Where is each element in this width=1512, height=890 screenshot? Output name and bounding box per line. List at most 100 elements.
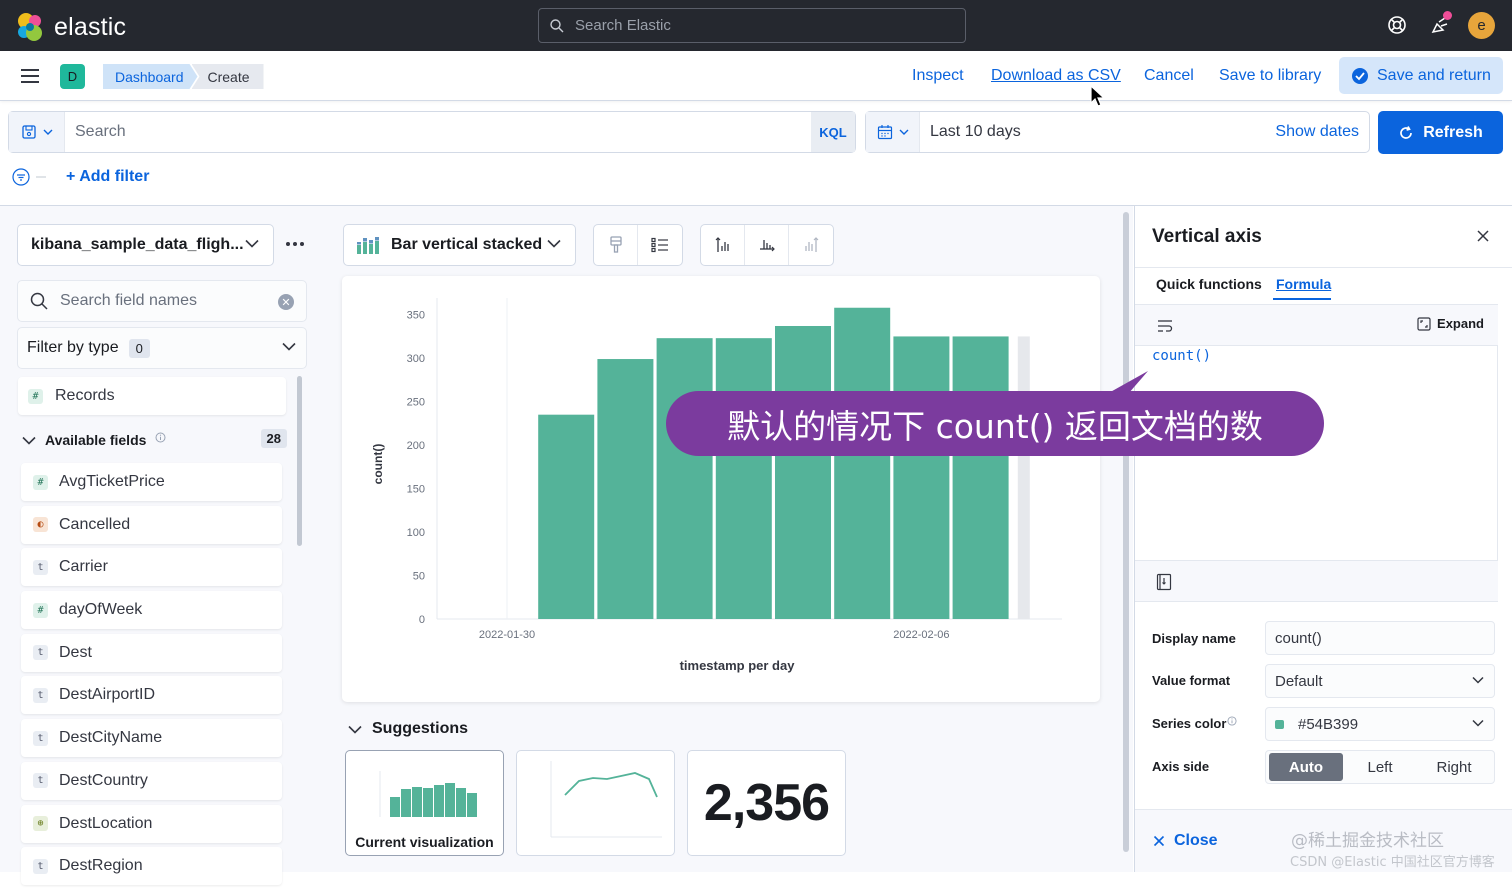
download-csv-link[interactable]: Download as CSV — [991, 67, 1121, 84]
tab-quick-functions[interactable]: Quick functions — [1156, 276, 1262, 292]
bottom-axis-button[interactable] — [745, 225, 789, 265]
field-item-destcountry[interactable]: t DestCountry — [21, 761, 282, 800]
field-item-dest[interactable]: t Dest — [21, 633, 282, 672]
x-tick-label: 2022-01-30 — [479, 629, 535, 641]
space-avatar[interactable]: D — [60, 64, 85, 89]
menu-icon[interactable] — [20, 68, 40, 84]
field-item-records[interactable]: # Records — [18, 377, 286, 415]
help-icon[interactable] — [1386, 14, 1408, 36]
scrollbar[interactable] — [297, 376, 302, 546]
user-avatar[interactable]: e — [1468, 12, 1495, 39]
scrollbar[interactable] — [1123, 212, 1129, 852]
bar[interactable] — [656, 338, 713, 619]
field-item-destcityname[interactable]: t DestCityName — [21, 719, 282, 758]
query-language-button[interactable]: KQL — [811, 112, 855, 152]
bar[interactable] — [775, 325, 831, 619]
right-axis-icon — [805, 237, 819, 252]
chevron-down-icon — [1472, 676, 1484, 684]
series-color-label-text: Series color — [1152, 716, 1227, 731]
elastic-logo[interactable]: elastic — [14, 11, 126, 43]
clear-icon[interactable]: ✕ — [278, 294, 294, 310]
saved-query-button[interactable] — [9, 112, 65, 152]
save-to-library-link[interactable]: Save to library — [1219, 67, 1322, 84]
field-item-avgticketprice[interactable]: # AvgTicketPrice — [21, 463, 282, 501]
bottom-axis-icon — [759, 240, 775, 252]
field-name: DestAirportID — [59, 686, 156, 704]
field-item-destregion[interactable]: t DestRegion — [21, 847, 282, 886]
field-item-cancelled[interactable]: ◐ Cancelled — [21, 505, 282, 544]
x-tick-label: 2022-02-06 — [893, 629, 949, 641]
add-filter-button[interactable]: + Add filter — [66, 168, 150, 185]
string-type-icon: t — [33, 858, 48, 874]
formula-editor-footer — [1135, 560, 1498, 602]
chart-type-select[interactable]: Bar vertical stacked — [343, 224, 576, 266]
left-axis-button[interactable] — [701, 225, 745, 265]
field-search-input[interactable] — [60, 292, 260, 310]
close-label: Close — [1174, 832, 1218, 849]
value-format-select[interactable]: Default — [1265, 664, 1495, 698]
filter-menu-icon[interactable] — [12, 168, 30, 186]
display-name-input[interactable]: count() — [1265, 621, 1495, 655]
query-search-input[interactable] — [65, 112, 811, 152]
axis-side-toggle: Auto Left Right — [1265, 750, 1495, 784]
refresh-button[interactable]: Refresh — [1378, 111, 1503, 154]
quick-date-menu-button[interactable] — [866, 112, 920, 152]
bar[interactable] — [952, 336, 1009, 619]
close-button[interactable]: Close — [1153, 832, 1218, 850]
y-tick-label: 250 — [407, 397, 425, 409]
bar-chart[interactable]: 0 50 100 150 200 250 300 350 2022-01-30 2022-02-… — [342, 276, 1100, 702]
axis-side-left[interactable]: Left — [1367, 758, 1393, 776]
global-search[interactable] — [538, 8, 966, 43]
y-tick-label: 200 — [407, 440, 425, 452]
field-item-dayofweek[interactable]: # dayOfWeek — [21, 591, 282, 630]
filter-by-type-button[interactable]: Filter by type 0 — [17, 327, 307, 369]
field-item-destlocation[interactable]: ⊕ DestLocation — [21, 804, 282, 843]
bar[interactable] — [715, 338, 772, 619]
available-fields-toggle[interactable]: Available fields 28 — [22, 428, 287, 452]
suggestions-toggle[interactable]: Suggestions — [348, 720, 468, 738]
date-range-label[interactable]: Last 10 days — [930, 123, 1021, 140]
bar[interactable] — [597, 359, 654, 619]
axis-side-auto[interactable]: Auto — [1269, 753, 1343, 781]
visual-options-button[interactable] — [594, 225, 638, 265]
info-icon[interactable] — [155, 432, 166, 443]
x-axis-ticks: 2022-01-30 2022-02-06 — [479, 629, 950, 641]
series-color-picker[interactable]: #54B399 — [1265, 707, 1495, 741]
cancel-link[interactable]: Cancel — [1144, 67, 1194, 84]
legend-options-button[interactable] — [638, 225, 682, 265]
bar[interactable] — [1017, 336, 1030, 619]
formula-code[interactable]: count() — [1152, 348, 1212, 364]
breadcrumb-dashboard[interactable]: Dashboard — [103, 64, 198, 89]
geo-type-icon: ⊕ — [33, 816, 48, 831]
close-icon — [1153, 835, 1165, 847]
suggestion-line[interactable] — [516, 750, 675, 856]
chevron-down-icon — [547, 239, 561, 248]
axis-side-right[interactable]: Right — [1436, 758, 1472, 776]
field-item-carrier[interactable]: t Carrier — [21, 548, 282, 587]
show-dates-link[interactable]: Show dates — [1275, 123, 1359, 140]
notification-dot — [1443, 11, 1452, 20]
word-wrap-icon[interactable] — [1157, 319, 1173, 333]
refresh-icon — [1400, 125, 1413, 139]
bar[interactable] — [834, 307, 891, 619]
global-search-input[interactable] — [575, 17, 955, 34]
info-icon[interactable] — [1227, 716, 1237, 726]
documentation-icon[interactable] — [1156, 573, 1172, 591]
suggestion-current-label: Current visualization — [355, 834, 494, 850]
y-tick-label: 50 — [413, 571, 425, 583]
right-axis-button[interactable] — [789, 225, 833, 265]
bar[interactable] — [538, 414, 595, 619]
save-and-return-button[interactable]: Save and return — [1339, 57, 1503, 94]
more-options-icon[interactable] — [285, 241, 305, 247]
suggestion-metric[interactable]: 2,356 — [687, 750, 846, 856]
inspect-link[interactable]: Inspect — [912, 67, 964, 84]
bar[interactable] — [893, 336, 950, 619]
close-icon[interactable] — [1476, 229, 1490, 243]
suggestion-current[interactable]: Current visualization — [345, 750, 504, 856]
data-view-select[interactable]: kibana_sample_data_fligh... — [17, 224, 274, 266]
tab-formula[interactable]: Formula — [1276, 276, 1332, 292]
expand-button[interactable]: Expand — [1417, 316, 1484, 331]
visual-options-group — [593, 224, 683, 266]
field-search[interactable]: ✕ — [17, 280, 307, 322]
field-item-destairportid[interactable]: t DestAirportID — [21, 676, 282, 715]
